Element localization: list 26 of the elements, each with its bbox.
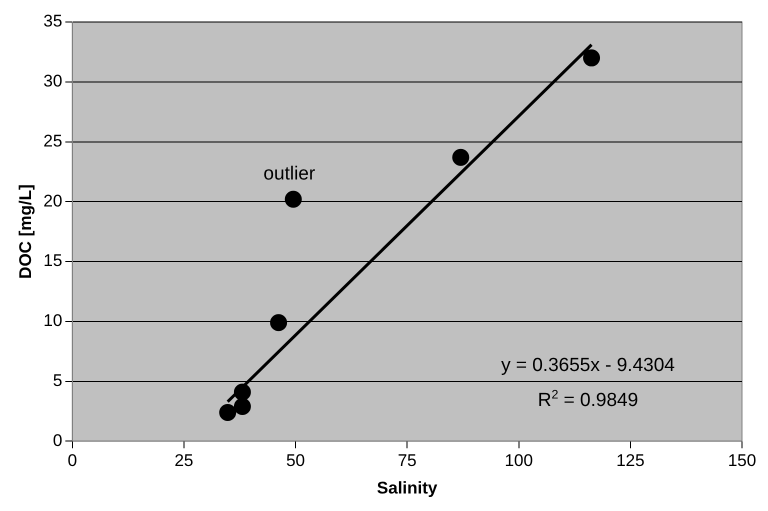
x-tick-label: 100 bbox=[504, 451, 533, 470]
point bbox=[219, 404, 236, 421]
y-tick-label: 35 bbox=[43, 12, 62, 31]
point bbox=[284, 190, 302, 208]
y-tick-label: 0 bbox=[52, 430, 62, 450]
point bbox=[452, 148, 470, 166]
y-tick-label: 5 bbox=[52, 371, 62, 390]
x-axis-title: Salinity bbox=[376, 478, 438, 498]
x-tick-label: 50 bbox=[286, 451, 305, 470]
y-tick-label: 20 bbox=[43, 191, 62, 210]
point bbox=[583, 49, 600, 66]
point bbox=[270, 314, 288, 332]
x-tick-label: 25 bbox=[174, 451, 194, 470]
point bbox=[234, 398, 251, 415]
x-tick-label: 75 bbox=[398, 451, 417, 470]
x-tick-label: 125 bbox=[616, 451, 645, 470]
x-tick-label: 150 bbox=[728, 451, 756, 470]
y-axis-title: DOC [mg/L] bbox=[16, 184, 35, 279]
y-tick-label: 25 bbox=[43, 131, 62, 150]
annotation: y = 0.3655x - 9.4304 bbox=[501, 355, 676, 376]
y-tick-label: 15 bbox=[43, 251, 62, 270]
y-tick-label: 10 bbox=[43, 311, 62, 330]
x-tick-label: 0 bbox=[68, 451, 78, 470]
annotation: outlier bbox=[263, 163, 316, 184]
y-tick-label: 30 bbox=[43, 72, 62, 91]
point bbox=[234, 384, 251, 401]
